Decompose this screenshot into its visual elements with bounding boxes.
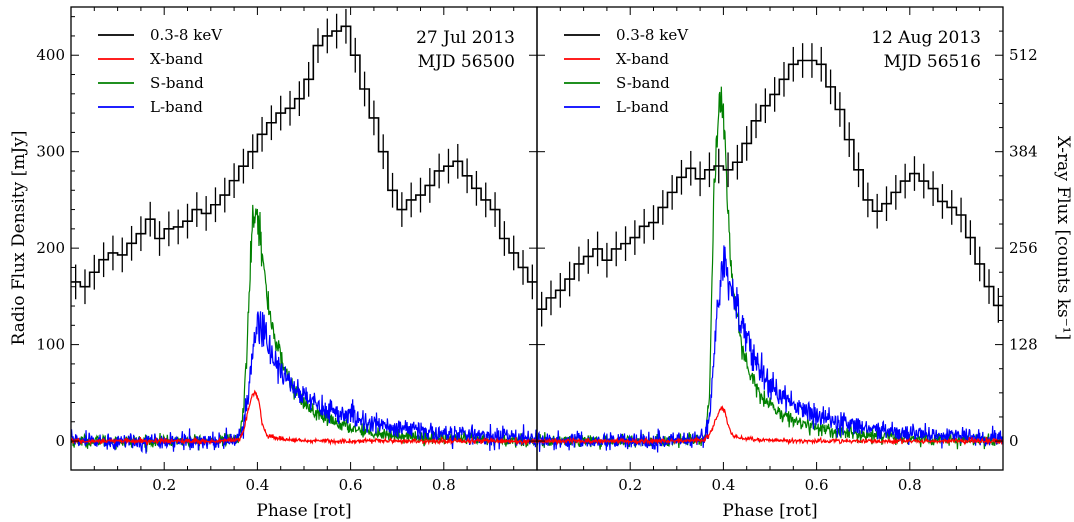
x-tick-label: 0.6: [805, 476, 829, 494]
y-tick-label: 300: [36, 143, 65, 161]
legend-label: L-band: [616, 98, 669, 116]
x-tick-label: 0.2: [618, 476, 642, 494]
series-line-x-band: [71, 389, 537, 446]
legend-label: L-band: [150, 98, 203, 116]
x-tick-label: 0.6: [339, 476, 363, 494]
legend-label: S-band: [150, 74, 204, 92]
y2-tick-label: 0: [1009, 432, 1019, 450]
date-annotation: MJD 56516: [884, 52, 981, 72]
legend-label: X-band: [616, 50, 669, 68]
left-y-axis-label: Radio Flux Density [mJy]: [9, 131, 29, 346]
y-tick-label: 400: [36, 46, 65, 64]
legend: 0.3-8 keV X-band S-band L-band: [98, 26, 223, 116]
x-axis-label: Phase [rot]: [256, 501, 351, 521]
right-panel: 0.2 0.4 0.6 0.8 Phase [rot] 0 128 256 384 512 0.3-…: [536, 6, 1038, 521]
x-tick-label: 0.8: [898, 476, 922, 494]
y2-tick-label: 512: [1009, 46, 1038, 64]
legend: 0.3-8 keV X-band S-band L-band: [564, 26, 689, 116]
x-tick-label: 0.2: [152, 476, 176, 494]
y-tick-label: 100: [36, 336, 65, 354]
date-annotation: 12 Aug 2013: [871, 28, 981, 48]
left-panel: 0.2 0.4 0.6 0.8 Phase [rot] 0 100 200 300 400 0.3-…: [36, 6, 538, 521]
plot-area: [537, 43, 1003, 453]
y-tick-label: 200: [36, 239, 65, 257]
y-tick-label: 0: [55, 432, 65, 450]
plot-area: [71, 8, 537, 454]
date-annotation: 27 Jul 2013: [416, 28, 515, 48]
series-step-0-3-8-kev: [537, 59, 1003, 310]
x-tick-label: 0.4: [245, 476, 269, 494]
y2-tick-label: 256: [1009, 239, 1038, 257]
series-line-l-band: [537, 245, 1003, 453]
y2-tick-label: 384: [1009, 143, 1038, 161]
legend-label: S-band: [616, 74, 670, 92]
right-y-axis-label: X-ray Flux [counts ks⁻¹]: [1053, 136, 1073, 340]
legend-label: 0.3-8 keV: [150, 26, 223, 44]
x-axis-label: Phase [rot]: [722, 501, 817, 521]
y2-tick-label: 128: [1009, 336, 1038, 354]
series-line-l-band: [71, 311, 537, 454]
series-line-x-band: [537, 404, 1003, 446]
legend-label: 0.3-8 keV: [616, 26, 689, 44]
date-annotation: MJD 56500: [418, 52, 515, 72]
x-tick-label: 0.8: [432, 476, 456, 494]
legend-label: X-band: [150, 50, 203, 68]
x-tick-label: 0.4: [711, 476, 735, 494]
